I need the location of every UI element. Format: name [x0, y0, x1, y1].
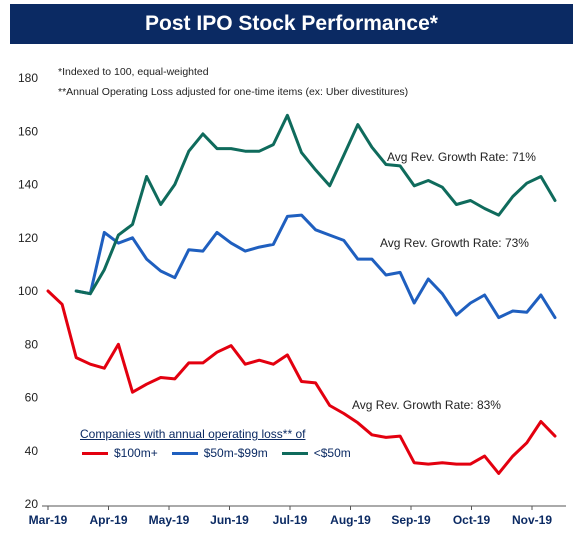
series-lt50m-line	[74, 113, 557, 296]
annotation-50m-99m: Avg Rev. Growth Rate: 73%	[380, 236, 529, 250]
y-axis: 20 40 60 80 100 120 140 160 180	[18, 71, 38, 511]
y-tick-label: 140	[18, 178, 38, 192]
note-indexed: *Indexed to 100, equal-weighted	[58, 66, 209, 78]
chart-title: Post IPO Stock Performance*	[145, 12, 438, 35]
legend-item-100m-plus: $100m+	[82, 446, 158, 460]
y-tick-label: 60	[25, 391, 39, 405]
series-lines	[46, 113, 557, 475]
annotation-100m-plus: Avg Rev. Growth Rate: 83%	[352, 398, 501, 412]
y-tick-label: 80	[25, 337, 39, 351]
series-100m-plus-line	[46, 289, 557, 475]
x-tick-label: Apr-19	[89, 513, 127, 527]
y-tick-label: 120	[18, 231, 38, 245]
legend-swatch-lt50m	[281, 451, 308, 455]
note-operating-loss: **Annual Operating Loss adjusted for one…	[58, 86, 409, 98]
legend-label-lt50m: <$50m	[313, 446, 351, 460]
series-50m-99m-line	[74, 213, 557, 320]
x-tick-label: Jul-19	[273, 513, 308, 527]
legend: $100m+ $50m-$99m <$50m	[82, 446, 351, 460]
y-tick-label: 20	[25, 497, 39, 511]
x-axis: Mar-19 Apr-19 May-19 Jun-19 Jul-19 Aug-19 Sep-…	[29, 505, 566, 527]
legend-label-50m-99m: $50m-$99m	[203, 446, 268, 460]
y-tick-label: 100	[18, 284, 38, 298]
legend-title: Companies with annual operating loss** o…	[80, 427, 306, 441]
annotation-lt50m: Avg Rev. Growth Rate: 71%	[387, 150, 536, 164]
y-tick-label: 180	[18, 71, 38, 85]
x-tick-label: Jun-19	[210, 513, 249, 527]
x-tick-label: Aug-19	[330, 513, 371, 527]
x-tick-label: Mar-19	[29, 513, 68, 527]
x-tick-label: Sep-19	[391, 513, 431, 527]
y-tick-label: 40	[25, 444, 39, 458]
legend-label-100m-plus: $100m+	[114, 446, 158, 460]
x-tick-label: May-19	[149, 513, 190, 527]
y-tick-label: 160	[18, 124, 38, 138]
legend-swatch-100m-plus	[82, 451, 108, 455]
legend-swatch-50m-99m	[171, 451, 198, 455]
legend-item-50m-99m: $50m-$99m	[171, 446, 268, 460]
legend-item-lt50m: <$50m	[281, 446, 351, 460]
chart-title-bar: Post IPO Stock Performance*	[10, 4, 573, 44]
x-tick-label: Nov-19	[512, 513, 552, 527]
x-tick-label: Oct-19	[453, 513, 491, 527]
